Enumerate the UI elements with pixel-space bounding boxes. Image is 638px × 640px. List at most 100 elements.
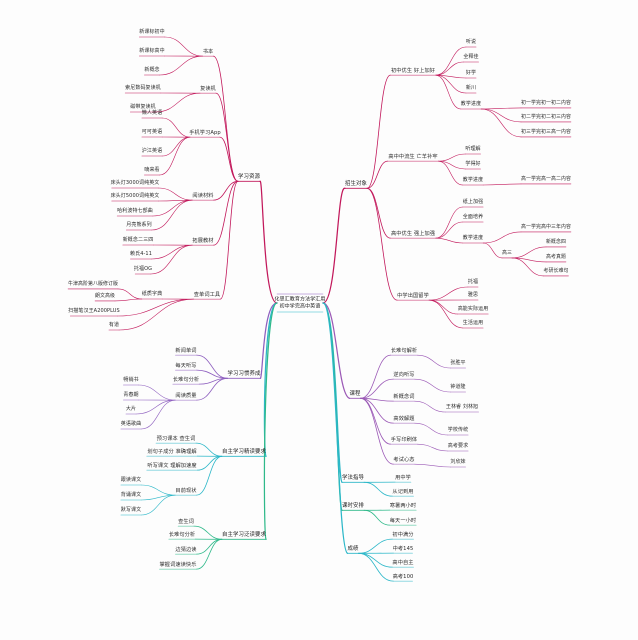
branch-enrollment-child-3-node[interactable]: 中学出国留学 <box>397 292 429 299</box>
branch-study-habits-child-3-0-node[interactable]: 畅销书 <box>123 377 139 384</box>
branch-courses-child-5-0-node[interactable]: 刘欣妹 <box>450 459 466 466</box>
branch-courses-child-2-node[interactable]: 新概念词 <box>393 393 415 400</box>
branch-enrollment-child-0-4-1-node[interactable]: 初二学完初二初三内容 <box>521 114 571 121</box>
branch-enrollment-child-2-2-node[interactable]: 教学进度 <box>462 235 484 242</box>
branch-enrollment-child-2-2-1-node[interactable]: 高三 <box>502 250 512 257</box>
branch-courses-child-1-node[interactable]: 逆向听写 <box>393 371 415 378</box>
branch-extensive-reading-child-1-node[interactable]: 长难句分析 <box>168 531 196 538</box>
branch-learning-resources-child-0-0-node[interactable]: 新课标初中 <box>139 29 165 36</box>
branch-enrollment-child-3-3-node[interactable]: 生活运用 <box>462 320 484 327</box>
branch-learning-resources-child-4-0-node[interactable]: 新概念二三四 <box>122 237 154 244</box>
branch-enrollment-child-0-1-node[interactable]: 全释佳 <box>463 54 479 61</box>
branch-learning-resources-child-0-node[interactable]: 书本 <box>202 48 214 55</box>
branch-courses[interactable]: 课程 <box>349 390 361 397</box>
branch-intensive-reading-child-3-0-node[interactable]: 跟读课文 <box>120 477 142 484</box>
branch-courses-child-3-node[interactable]: 高效解题 <box>393 415 415 422</box>
branch-study-guide[interactable]: 学法指导 <box>342 474 364 481</box>
branch-learning-resources-child-2-node[interactable]: 手机学习App <box>189 129 221 136</box>
branch-enrollment-child-0-3-node[interactable]: 新川 <box>465 85 477 92</box>
branch-enrollment-child-3-0-node[interactable]: 托福 <box>467 279 479 286</box>
branch-schedule[interactable]: 课时安排 <box>342 502 364 509</box>
branch-enrollment-child-0-node[interactable]: 初中优生 好上加好 <box>390 67 436 74</box>
branch-enrollment[interactable]: 招生对象 <box>345 180 367 187</box>
branch-learning-resources-child-1-node[interactable]: 复读机 <box>200 85 216 92</box>
branch-enrollment-child-1-2-node[interactable]: 教学进度 <box>462 177 484 184</box>
branch-intensive-reading-child-3-1-node[interactable]: 背诵课文 <box>120 492 142 499</box>
branch-learning-resources-child-1-0-node[interactable]: 索尼数码复读机 <box>125 85 161 92</box>
branch-courses-child-4-0-node[interactable]: 高考要求 <box>447 443 469 450</box>
branch-learning-resources-child-2-1-node[interactable]: 可可英语 <box>141 129 163 136</box>
branch-schedule-child-0-node[interactable]: 寒暑两小时 <box>389 502 417 509</box>
branch-scores-child-2-node[interactable]: 高中自主 <box>392 559 414 566</box>
branch-learning-resources-child-5-0-1-node[interactable]: 朗文高级 <box>95 293 115 300</box>
branch-enrollment-child-0-0-node[interactable]: 听说 <box>465 39 477 46</box>
branch-enrollment-child-1-node[interactable]: 高中中流生 亡羊补牢 <box>388 153 438 160</box>
branch-study-habits-child-3-2-node[interactable]: 大片 <box>125 406 137 413</box>
branch-intensive-reading-child-0-node[interactable]: 预习课本 查生词 <box>156 435 196 442</box>
branch-courses-child-4-node[interactable]: 手写印刷体 <box>390 436 418 443</box>
branch-enrollment-child-3-1-node[interactable]: 雅思 <box>467 292 479 299</box>
branch-enrollment-child-3-2-node[interactable]: 高能实际运用 <box>457 306 489 313</box>
branch-courses-child-0-0-node[interactable]: 张胜平 <box>450 360 466 367</box>
branch-learning-resources[interactable]: 学习资源 <box>238 173 260 180</box>
branch-learning-resources-child-4-2-node[interactable]: 托福OG <box>133 266 153 273</box>
branch-study-habits-child-2-node[interactable]: 长难句分析 <box>172 376 200 383</box>
branch-learning-resources-child-3-node[interactable]: 阅读材料 <box>192 192 214 199</box>
branch-enrollment-child-0-2-node[interactable]: 好学 <box>465 70 477 77</box>
branch-extensive-reading[interactable]: 自主学习泛读要求 <box>222 531 266 538</box>
branch-learning-resources-child-2-2-node[interactable]: 沪江英语 <box>141 148 163 155</box>
branch-intensive-reading-child-1-node[interactable]: 划句子成分 准确理解 <box>147 448 197 455</box>
branch-study-habits[interactable]: 学习习惯养成 <box>227 370 261 377</box>
branch-enrollment-child-2-2-1-1-node[interactable]: 高考真题 <box>546 254 566 261</box>
branch-study-guide-child-1-node[interactable]: 从记到用 <box>392 488 414 495</box>
branch-study-habits-child-3-node[interactable]: 阅读质量 <box>175 392 197 399</box>
branch-courses-child-1-0-node[interactable]: 钟道隆 <box>450 384 466 391</box>
branch-enrollment-child-0-4-0-node[interactable]: 初一学完初一初二内容 <box>521 100 571 107</box>
branch-courses-child-5-node[interactable]: 考试心态 <box>393 456 415 463</box>
branch-learning-resources-child-0-2-node[interactable]: 新概念 <box>144 67 160 74</box>
branch-learning-resources-child-5-0-0-node[interactable]: 牛津高阶第八版修订版 <box>68 281 118 288</box>
branch-learning-resources-child-2-3-node[interactable]: 喃来看 <box>144 167 160 174</box>
branch-learning-resources-child-3-2-node[interactable]: 哈利波特七部曲 <box>117 208 153 215</box>
branch-learning-resources-child-4-1-node[interactable]: 赖氏4-11 <box>130 251 152 258</box>
branch-enrollment-child-0-4-2-node[interactable]: 初三学完初三高一内容 <box>521 129 571 136</box>
branch-courses-child-2-0-node[interactable]: 王林睿 刘林旭 <box>445 404 479 411</box>
branch-study-habits-child-1-node[interactable]: 每天听写 <box>175 362 197 369</box>
branch-scores[interactable]: 成绩 <box>347 545 359 552</box>
branch-learning-resources-child-3-0-node[interactable]: 床头灯3000词纯英文 <box>110 180 160 187</box>
branch-enrollment-child-2-1-node[interactable]: 全面培养 <box>462 214 484 221</box>
root-node[interactable]: 化思汇教育方法学汇用 初中学完高中英语 <box>274 296 326 310</box>
branch-intensive-reading-child-3-2-node[interactable]: 默写课文 <box>120 507 142 514</box>
branch-extensive-reading-child-2-node[interactable]: 边猜边读 <box>175 546 197 553</box>
branch-courses-child-0-node[interactable]: 长难句解析 <box>390 347 418 354</box>
branch-enrollment-child-1-2-0-node[interactable]: 高一学完高一高二内容 <box>521 176 571 183</box>
branch-learning-resources-child-5-1-node[interactable]: 扫描笔汉王A200PLUS <box>68 308 120 315</box>
branch-learning-resources-child-1-1-node[interactable]: 磁带复读机 <box>130 104 156 111</box>
branch-intensive-reading[interactable]: 自主学习精读要求 <box>222 448 266 455</box>
branch-learning-resources-child-5-0-node[interactable]: 纸质字典 <box>141 291 163 298</box>
branch-learning-resources-child-0-1-node[interactable]: 新课标高中 <box>139 48 165 55</box>
branch-courses-child-3-0-node[interactable]: 学校传统 <box>447 427 469 434</box>
branch-study-guide-child-0-node[interactable]: 用中学 <box>395 474 411 481</box>
branch-study-habits-child-3-3-node[interactable]: 英语歌曲 <box>120 421 142 428</box>
branch-learning-resources-child-5-2-node[interactable]: 有道 <box>108 322 120 329</box>
branch-study-habits-child-3-1-node[interactable]: 青春期 <box>123 392 139 399</box>
branch-learning-resources-child-3-3-node[interactable]: 月亮熊系列 <box>126 222 152 229</box>
branch-study-habits-child-0-node[interactable]: 新闻单词 <box>175 347 197 354</box>
branch-enrollment-child-2-2-1-2-node[interactable]: 考研长难句 <box>543 268 569 275</box>
branch-learning-resources-child-5-node[interactable]: 查单词工具 <box>193 291 221 298</box>
branch-enrollment-child-1-0-node[interactable]: 听理解 <box>465 146 481 153</box>
branch-enrollment-child-2-0-node[interactable]: 纸上加强 <box>462 199 484 206</box>
branch-extensive-reading-child-0-node[interactable]: 查生词 <box>178 518 194 525</box>
branch-enrollment-child-2-node[interactable]: 高中优生 强上加强 <box>390 230 436 237</box>
branch-extensive-reading-child-3-node[interactable]: 掌握词速读快乐 <box>159 561 197 568</box>
branch-scores-child-3-node[interactable]: 高考100 <box>392 573 414 580</box>
branch-enrollment-child-1-1-node[interactable]: 学得好 <box>465 161 481 168</box>
branch-scores-child-0-node[interactable]: 初中满分 <box>392 531 414 538</box>
branch-enrollment-child-2-2-0-node[interactable]: 高一学完高中三年内容 <box>521 224 571 231</box>
branch-learning-resources-child-3-1-node[interactable]: 床头灯5000词纯英文 <box>110 193 160 200</box>
branch-schedule-child-1-node[interactable]: 每天一小时 <box>389 517 417 524</box>
branch-intensive-reading-child-2-node[interactable]: 听写课文 理解加速度 <box>147 462 197 469</box>
branch-learning-resources-child-2-0-node[interactable]: 懒人英语 <box>141 110 163 117</box>
branch-enrollment-child-0-4-node[interactable]: 教学进度 <box>460 101 482 108</box>
